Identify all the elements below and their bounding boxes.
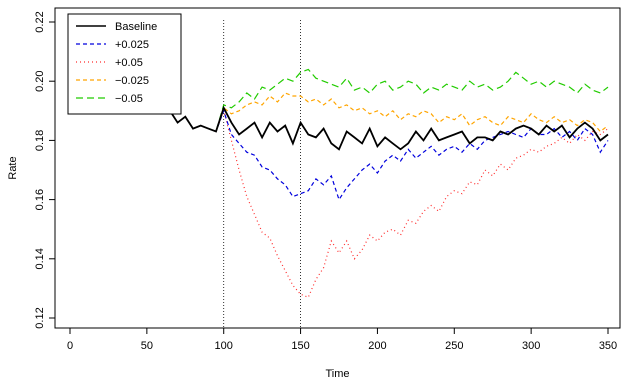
y-tick-label: 0.14: [34, 248, 46, 269]
plot-frame: [54, 7, 621, 329]
x-tick-label: 250: [445, 340, 463, 352]
legend: Baseline +0.025 +0.05 −0.025 −0.05: [67, 13, 182, 115]
legend-label-1: +0.025: [115, 39, 149, 51]
legend-label-2: +0.05: [115, 57, 143, 69]
x-tick-label: 0: [67, 340, 73, 352]
legend-label-0: Baseline: [115, 21, 157, 33]
x-tick-label: 150: [291, 340, 309, 352]
series-line-3: [69, 63, 609, 133]
legend-box: [67, 13, 182, 115]
y-tick-label: 0.18: [34, 130, 46, 151]
x-tick-label: 350: [599, 340, 617, 352]
legend-label-4: −0.05: [115, 93, 143, 105]
x-tick-label: 50: [141, 340, 153, 352]
y-tick-label: 0.16: [34, 189, 46, 210]
series-line-4: [69, 63, 609, 133]
y-tick-label: 0.20: [34, 70, 46, 91]
x-tick-label: 300: [522, 340, 540, 352]
y-axis-title: Rate: [7, 156, 19, 179]
x-tick-label: 100: [215, 340, 233, 352]
x-axis-title: Time: [325, 368, 349, 380]
y-tick-label: 0.22: [34, 11, 46, 32]
legend-label-3: −0.025: [115, 75, 149, 87]
y-tick-label: 0.12: [34, 307, 46, 328]
x-tick-label: 200: [368, 340, 386, 352]
